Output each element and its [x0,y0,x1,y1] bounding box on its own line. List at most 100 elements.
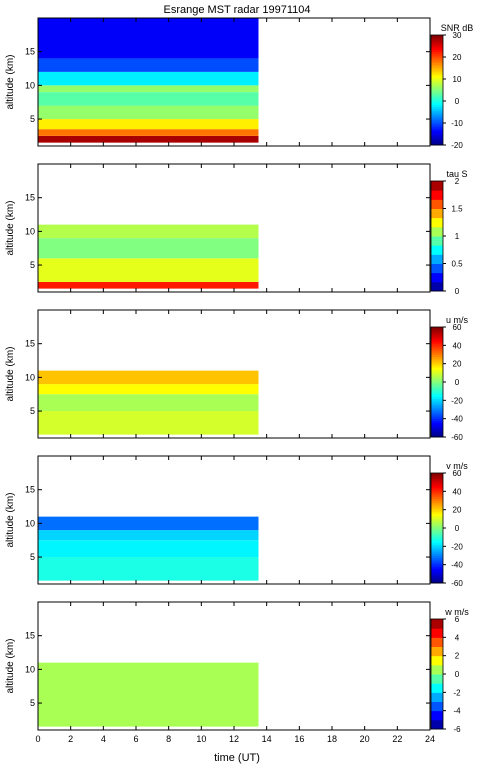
colorbar-step-u-47 [431,349,443,352]
colorbar-step-snr-18 [431,110,443,113]
colorbar-tick-label-w--6: -6 [453,725,461,734]
colorbar-step-v-47 [431,495,443,498]
colorbar-step-v-8 [431,566,443,569]
colorbar-step-w-2 [431,701,443,712]
y-tick-label-snr-5: 5 [30,114,35,124]
colorbar-tick-label-w-0: 0 [455,670,460,679]
colorbar-step-v-38 [431,511,443,514]
colorbar-tau: tau S 0 0.5 1 1.5 2 [430,169,468,296]
colorbar-step-u-37 [431,367,443,370]
colorbar-tick-label-snr-0: 0 [455,97,460,106]
colorbar-step-tau-4 [431,245,443,255]
colorbar-tick-label-tau-1: 1 [455,232,460,241]
colorbar-step-v-17 [431,550,443,553]
colorbar-step-v-2 [431,577,443,580]
colorbar-label-u: u m/s [446,315,469,325]
colorbar-tick-label-v--60: -60 [451,579,463,588]
colorbar-step-v-29 [431,528,443,531]
colorbar-step-snr-28 [431,91,443,95]
colorbar-step-snr-48 [431,55,443,58]
colorbar-step-tau-0 [431,281,443,292]
x-tick-label-24: 24 [425,734,435,744]
colorbar-step-snr-10 [431,124,443,128]
colorbar-step-u-19 [431,400,443,403]
x-tick-label-20: 20 [360,734,370,744]
colorbar-step-snr-4 [431,135,443,139]
colorbar-step-u-45 [431,352,443,355]
colorbar-step-u-20 [431,398,443,401]
x-tick-label-2: 2 [68,734,73,744]
colorbar-tick-label-tau-2: 2 [455,177,460,186]
x-tick-label-10: 10 [196,734,206,744]
y-tick-label-tau-15: 15 [25,193,35,203]
colorbar-step-u-52 [431,339,443,343]
colorbar-step-v-55 [431,480,443,483]
colorbar-step-snr-34 [431,80,443,84]
colorbar-step-u-53 [431,338,443,341]
colorbar-step-v-19 [431,546,443,549]
colorbar-step-snr-29 [431,90,443,93]
colorbar-step-v-42 [431,504,443,507]
colorbar-step-v-11 [431,561,443,564]
colorbar-step-tau-7 [431,217,443,228]
colorbar-step-snr-40 [431,69,443,73]
colorbar-step-u-8 [431,420,443,423]
colorbar-tick-label-u-20: 20 [453,360,462,369]
colorbar-step-v-35 [431,517,443,520]
colorbar-step-snr-17 [431,112,443,115]
colorbar-step-snr-27 [431,93,443,96]
colorbar-tick-label-w-2: 2 [455,652,460,661]
colorbar-step-u-28 [431,383,443,387]
colorbar-step-snr-31 [431,86,443,89]
colorbar-step-u-58 [431,328,443,332]
colorbar-step-snr-15 [431,115,443,118]
colorbar-step-snr-32 [431,84,443,87]
colorbar-step-u-42 [431,358,443,361]
data-band-tau-1 [38,258,259,282]
colorbar-tick-label-u-40: 40 [453,341,462,350]
colorbar-step-snr-52 [431,47,443,51]
colorbar-step-u-7 [431,422,443,425]
data-band-v-0 [38,557,259,581]
colorbar-tick-label-w--2: -2 [453,688,461,697]
colorbar-step-snr-24 [431,99,443,102]
colorbar-step-tau-1 [431,272,443,283]
colorbar-step-v-12 [431,559,443,562]
colorbar-step-w-8 [431,646,443,657]
colorbar-step-v-23 [431,539,443,542]
colorbar-step-u-32 [431,376,443,379]
colorbar-step-snr-33 [431,82,443,85]
colorbar-tick-label-u--20: -20 [451,396,463,405]
colorbar-step-v-39 [431,509,443,512]
data-band-snr-1 [38,129,259,136]
colorbar-step-v-28 [431,529,443,533]
colorbar-step-w-9 [431,637,443,647]
colorbar-step-tau-11 [431,181,443,191]
colorbar-step-u-10 [431,416,443,420]
data-band-u-2 [38,384,259,395]
colorbar-step-snr-12 [431,121,443,124]
data-band-snr-3 [38,105,259,120]
y-axis-label-tau: altitude (km) [5,200,16,255]
colorbar-step-snr-8 [431,128,443,131]
colorbar-step-snr-58 [431,36,443,40]
colorbar-tick-label-tau-0.5: 0.5 [451,260,463,269]
colorbar-step-snr-47 [431,57,443,60]
colorbar-step-u-44 [431,354,443,357]
colorbar-step-u-21 [431,396,443,399]
colorbar-tick-label-v-60: 60 [453,469,462,478]
x-tick-label-0: 0 [35,734,40,744]
y-tick-label-v-15: 15 [25,485,35,495]
colorbar-step-v-44 [431,500,443,503]
data-band-v-3 [38,516,259,531]
colorbar-step-snr-21 [431,104,443,107]
colorbar-step-v-3 [431,575,443,578]
colorbar-u: u m/s -60 -40 -20 0 20 40 60 [430,315,469,442]
colorbar-step-u-12 [431,413,443,416]
colorbar-step-u-29 [431,382,443,385]
colorbar-step-u-56 [431,332,443,335]
colorbar-step-u-14 [431,409,443,412]
colorbar-tick-label-snr--20: -20 [451,141,463,150]
colorbar-step-snr-3 [431,137,443,140]
colorbar-step-v-59 [431,473,443,476]
